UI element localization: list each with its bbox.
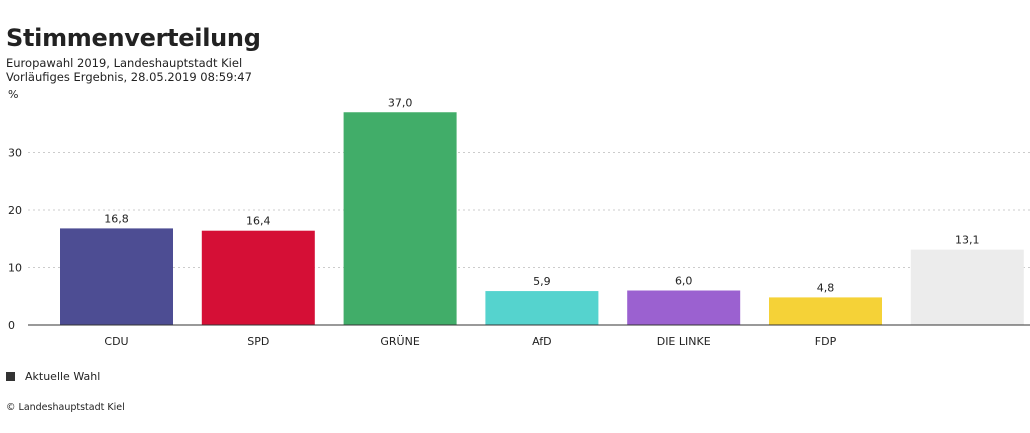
y-tick-label: 0 [8,319,15,332]
bar-value-label: 5,9 [533,275,551,288]
y-axis-unit-label: % [8,88,19,101]
y-tick-label: 10 [8,262,22,275]
x-tick-label: SPD [247,335,269,348]
x-tick-label: DIE LINKE [657,335,711,348]
bar [485,291,599,325]
legend-swatch [6,372,15,381]
bar-value-label: 6,0 [675,275,693,288]
y-tick-label: 20 [8,204,22,217]
y-tick-label: 30 [8,147,22,160]
bar-value-label: 37,0 [388,96,413,109]
bar-value-label: 4,8 [817,281,835,294]
x-tick-label: CDU [104,335,128,348]
x-tick-label: AfD [532,335,551,348]
bar [201,230,315,325]
x-tick-label: GRÜNE [380,335,419,348]
chart-subtitle-election: Europawahl 2019, Landeshauptstadt Kiel [6,56,243,70]
bar [769,297,882,325]
bar [910,249,1024,325]
bar [60,228,173,325]
copyright-credit: © Landeshauptstadt Kiel [6,402,125,413]
bar [627,290,741,325]
legend-label: Aktuelle Wahl [25,370,101,383]
legend: Aktuelle Wahl [6,370,100,383]
x-tick-label: FDP [815,335,837,348]
chart-title: Stimmenverteilung [6,24,261,52]
bar-value-label: 13,1 [955,234,980,247]
bar-value-label: 16,4 [246,215,271,228]
bar-value-label: 16,8 [104,212,129,225]
bar [343,112,457,325]
chart-subtitle-result-time: Vorläufiges Ergebnis, 28.05.2019 08:59:4… [6,70,252,84]
